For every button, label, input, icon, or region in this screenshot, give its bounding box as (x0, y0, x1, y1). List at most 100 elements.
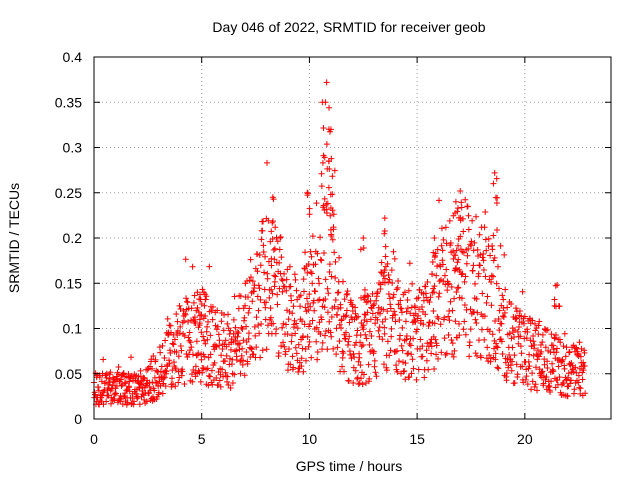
data-point (406, 260, 413, 267)
data-point (355, 313, 362, 320)
data-point (515, 323, 522, 330)
data-point (183, 295, 190, 302)
data-point (336, 254, 343, 261)
data-point (169, 340, 176, 347)
data-point (360, 245, 367, 252)
data-point (350, 364, 357, 371)
data-point (450, 212, 457, 219)
data-point (312, 261, 319, 268)
data-point (427, 339, 434, 346)
data-point (486, 352, 493, 359)
data-point (162, 337, 169, 344)
data-point (466, 339, 473, 346)
data-point (390, 248, 397, 255)
data-point (324, 285, 331, 292)
data-point (263, 346, 270, 353)
data-point (178, 372, 185, 379)
data-point (297, 303, 304, 310)
data-point (270, 320, 277, 327)
data-point (456, 320, 463, 327)
data-point (536, 318, 543, 325)
data-point (309, 317, 316, 324)
data-point (189, 263, 196, 270)
data-point (256, 252, 263, 259)
data-point (367, 316, 374, 323)
x-tick-label: 5 (198, 431, 206, 447)
data-point (324, 165, 331, 172)
data-point (280, 283, 287, 290)
data-point (274, 238, 281, 245)
data-point (155, 389, 162, 396)
data-point (204, 323, 211, 330)
data-point (158, 363, 165, 370)
data-point (351, 354, 358, 361)
data-point (538, 348, 545, 355)
data-point (203, 293, 210, 300)
data-point (287, 283, 294, 290)
data-point (184, 299, 191, 306)
data-point (216, 342, 223, 349)
data-point (388, 267, 395, 274)
data-point (177, 343, 184, 350)
x-axis-label: GPS time / hours (296, 458, 403, 474)
data-point (495, 285, 502, 292)
data-point (346, 333, 353, 340)
data-point (214, 307, 221, 314)
data-point (313, 338, 320, 345)
data-point (368, 305, 375, 312)
data-point (534, 347, 541, 354)
data-point (460, 228, 467, 235)
data-point (332, 258, 339, 265)
data-point (553, 345, 560, 352)
data-point (347, 297, 354, 304)
data-point (186, 329, 193, 336)
data-point (331, 249, 338, 256)
data-point (343, 307, 350, 314)
data-point (550, 368, 557, 375)
data-point (181, 332, 188, 339)
data-point (576, 339, 583, 346)
data-point (535, 331, 542, 338)
data-point (216, 377, 223, 384)
data-point (576, 384, 583, 391)
data-point (262, 253, 269, 260)
data-point (556, 374, 563, 381)
data-point (294, 325, 301, 332)
data-point (231, 348, 238, 355)
data-point (508, 335, 515, 342)
data-point (217, 383, 224, 390)
data-point (279, 277, 286, 284)
data-point (581, 363, 588, 370)
data-point (260, 249, 267, 256)
data-point (286, 263, 293, 270)
data-point (462, 273, 469, 280)
data-point (325, 290, 332, 297)
data-point (386, 276, 393, 283)
data-point (448, 284, 455, 291)
data-point (315, 275, 322, 282)
data-point (283, 287, 290, 294)
data-point (544, 358, 551, 365)
data-point (120, 393, 127, 400)
data-point (239, 326, 246, 333)
data-point (195, 309, 202, 316)
data-point (577, 385, 584, 392)
data-point (246, 305, 253, 312)
data-point (454, 205, 461, 212)
data-point (374, 316, 381, 323)
data-point (476, 231, 483, 238)
data-point (332, 274, 339, 281)
data-point (328, 232, 335, 239)
data-point (279, 288, 286, 295)
data-point (198, 329, 205, 336)
data-point (454, 208, 461, 215)
data-point (500, 313, 507, 320)
data-point (388, 325, 395, 332)
data-point (222, 358, 229, 365)
data-point (335, 305, 342, 312)
data-point (318, 183, 325, 190)
data-point (306, 338, 313, 345)
data-point (188, 344, 195, 351)
data-point (423, 357, 430, 364)
data-point (128, 354, 135, 361)
